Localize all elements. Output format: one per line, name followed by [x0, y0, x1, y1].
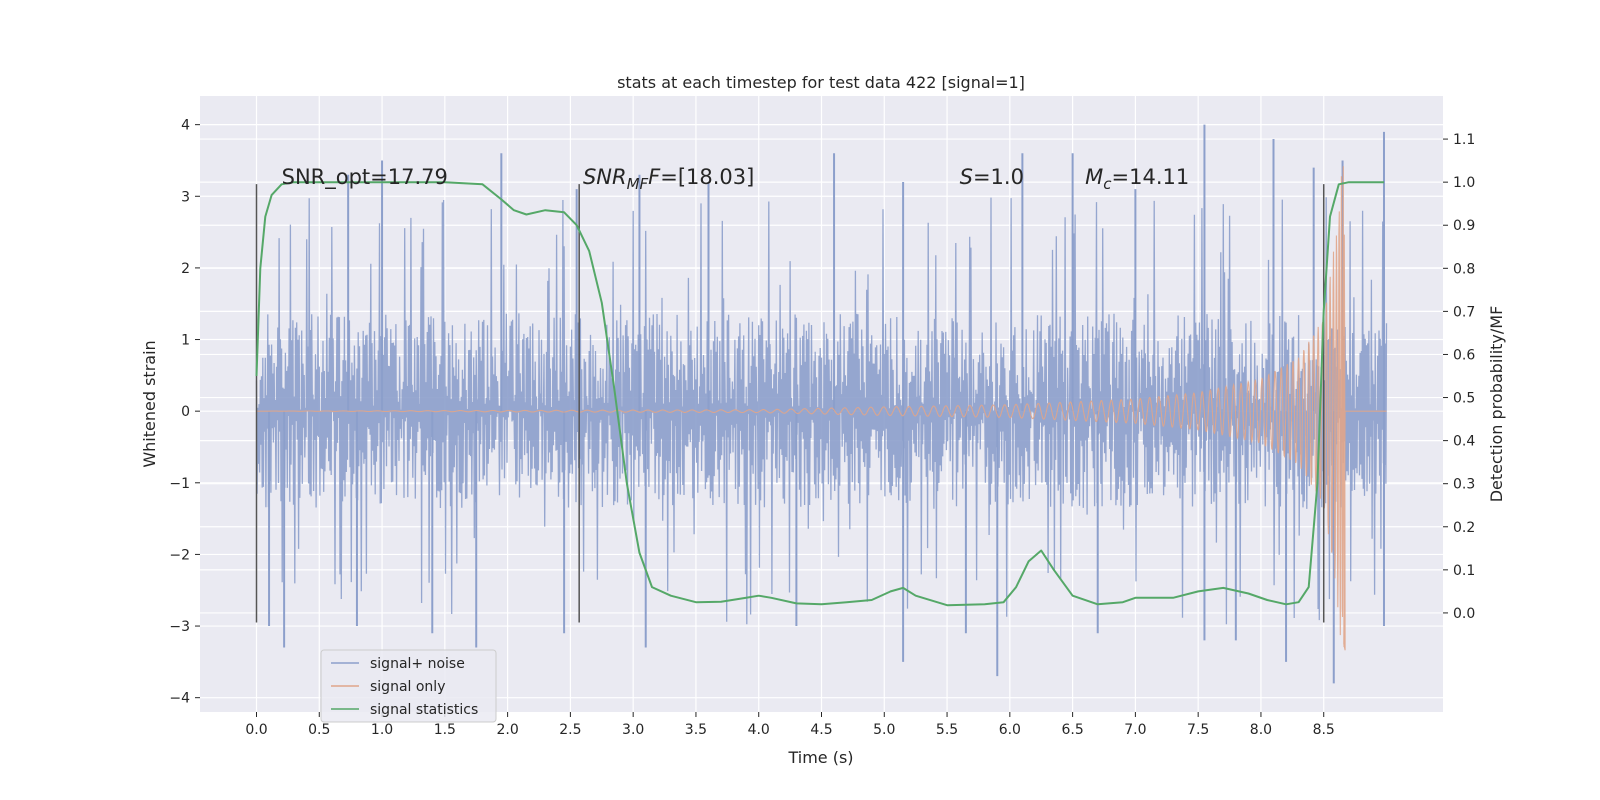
- right-y-tick-label: 0.3: [1453, 477, 1475, 493]
- series-signal-only: [256, 166, 1387, 651]
- annotation-stat-value: =1.0: [973, 165, 1024, 189]
- signal-trace: [256, 166, 1387, 651]
- x-tick-label: 3.5: [685, 722, 707, 738]
- right-y-axis-ticks: 1.1 1.0 0.9 0.8 0.7 0.6 0.5 0.4 0.3 0.2 0.1 0.0: [1443, 132, 1475, 622]
- vertical-markers: [255, 184, 1325, 623]
- x-tick-label: 4.5: [810, 722, 832, 738]
- right-y-axis-label: Detection probability/MF: [1487, 306, 1506, 503]
- annotation-chirp-mass-subscript: c: [1103, 175, 1112, 193]
- annotation-snr-mf-prefix: SNR: [583, 165, 627, 189]
- x-tick-label: 3.0: [622, 722, 644, 738]
- annotations: SNR_opt=17.79 SNRMFF=[18.03] S=1.0 Mc=14…: [282, 165, 1190, 193]
- y-tick-label: 4: [181, 118, 190, 134]
- y-tick-label: −2: [169, 547, 190, 563]
- x-tick-label: 2.5: [559, 722, 581, 738]
- x-tick-label: 6.0: [999, 722, 1021, 738]
- x-tick-label: 1.5: [434, 722, 456, 738]
- x-axis-ticks: 0.0 0.5 1.0 1.5 2.0 2.5 3.0 3.5 4.0 4.5 5.0 5.5 6.0 6…: [245, 712, 1335, 738]
- y-tick-label: 0: [181, 404, 190, 420]
- y-tick-label: −1: [169, 476, 190, 492]
- right-y-tick-label: 0.8: [1453, 261, 1475, 277]
- x-tick-label: 5.0: [873, 722, 895, 738]
- legend-label-signal-only: signal only: [370, 679, 445, 695]
- annotation-snr-mf: SNRMFF=[18.03]: [583, 165, 754, 193]
- x-tick-label: 8.0: [1250, 722, 1272, 738]
- y-axis-ticks: 4 3 2 1 0 −1 −2 −3 −4: [169, 118, 200, 707]
- right-y-tick-label: 0.7: [1453, 304, 1475, 320]
- x-tick-label: 2.0: [496, 722, 518, 738]
- annotation-chirp-mass-prefix: M: [1085, 165, 1103, 189]
- statistics-trace: [255, 181, 1384, 607]
- annotation-snr-opt: SNR_opt=17.79: [282, 165, 448, 190]
- chart-title: stats at each timestep for test data 422…: [617, 73, 1025, 92]
- annotation-stat: S=1.0: [960, 165, 1024, 189]
- y-tick-label: −4: [169, 691, 190, 707]
- x-tick-label: 7.0: [1124, 722, 1146, 738]
- x-tick-label: 0.5: [308, 722, 330, 738]
- right-y-tick-label: 0.9: [1453, 218, 1475, 234]
- legend: signal+ noise signal only signal statist…: [320, 649, 497, 723]
- right-y-tick-label: 0.5: [1453, 391, 1475, 407]
- x-tick-label: 4.0: [748, 722, 770, 738]
- annotation-snr-mf-subscript: MF: [627, 175, 649, 193]
- annotation-stat-prefix: S: [960, 165, 973, 189]
- x-axis-label: Time (s): [787, 748, 853, 767]
- y-axis-label: Whitened strain: [140, 340, 159, 467]
- x-tick-label: 0.0: [245, 722, 267, 738]
- annotation-snr-mf-value: =[18.03]: [660, 165, 754, 189]
- annotation-snr-mf-f: F: [648, 165, 661, 189]
- series-signal-statistics: [255, 181, 1384, 607]
- right-y-tick-label: 0.4: [1453, 434, 1475, 450]
- legend-label-signal-plus-noise: signal+ noise: [370, 656, 465, 672]
- noise-trace: [255, 197, 1388, 625]
- x-tick-label: 5.5: [936, 722, 958, 738]
- y-tick-label: 2: [181, 261, 190, 277]
- right-y-tick-label: 1.0: [1453, 175, 1475, 191]
- right-y-tick-label: 0.2: [1453, 520, 1475, 536]
- x-tick-label: 6.5: [1061, 722, 1083, 738]
- annotation-chirp-mass-value: =14.11: [1112, 165, 1190, 189]
- right-y-tick-label: 0.1: [1453, 563, 1475, 579]
- x-tick-label: 7.5: [1187, 722, 1209, 738]
- annotation-chirp-mass: Mc=14.11: [1085, 165, 1189, 193]
- right-y-tick-label: 0.6: [1453, 347, 1475, 363]
- right-y-tick-label: 1.1: [1453, 132, 1475, 148]
- y-tick-label: 1: [181, 333, 190, 349]
- y-tick-label: −3: [169, 619, 190, 635]
- right-y-tick-label: 0.0: [1453, 606, 1475, 622]
- legend-box: [320, 649, 497, 723]
- x-tick-label: 8.5: [1313, 722, 1335, 738]
- x-tick-label: 1.0: [371, 722, 393, 738]
- legend-label-signal-statistics: signal statistics: [370, 702, 478, 718]
- y-tick-label: 3: [181, 189, 190, 205]
